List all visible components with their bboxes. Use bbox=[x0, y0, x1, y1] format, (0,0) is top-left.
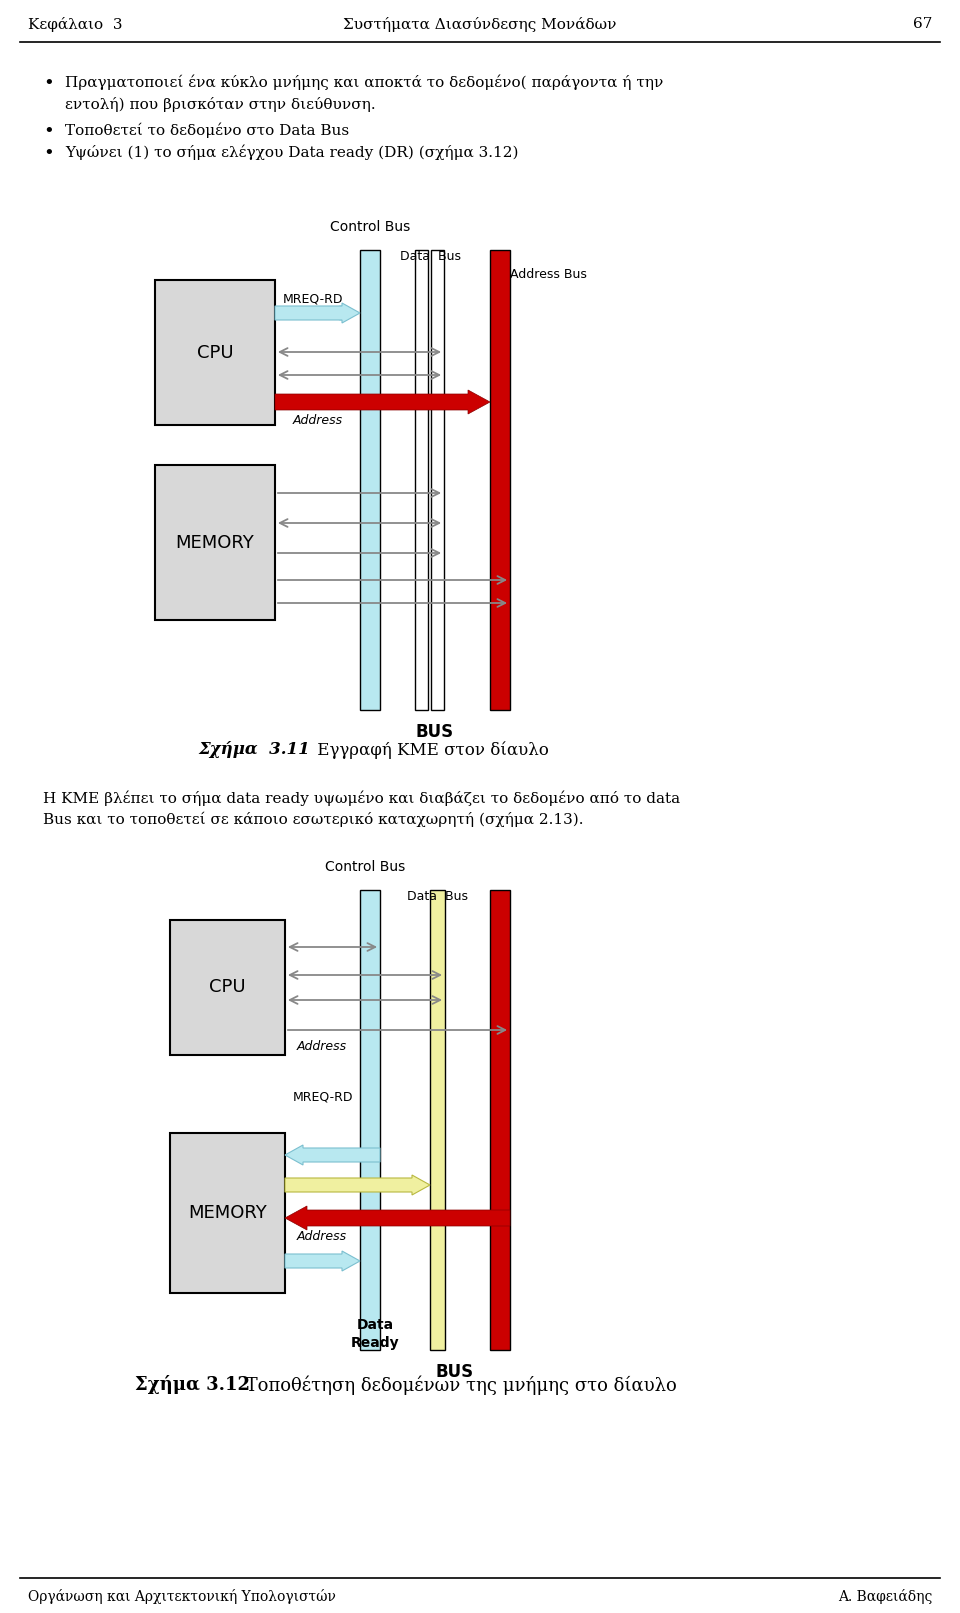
Text: Address: Address bbox=[297, 1229, 348, 1242]
Text: Συστήματα Διασύνδεσης Μονάδων: Συστήματα Διασύνδεσης Μονάδων bbox=[344, 16, 616, 32]
Text: •: • bbox=[43, 123, 54, 140]
Text: Πραγματοποιεί ένα κύκλο μνήμης και αποκτά το δεδομένο( παράγοντα ή την: Πραγματοποιεί ένα κύκλο μνήμης και αποκτ… bbox=[65, 74, 663, 90]
Bar bbox=[170, 1132, 285, 1294]
Text: Τοποθετεί το δεδομένο στο Data Bus: Τοποθετεί το δεδομένο στο Data Bus bbox=[65, 123, 349, 139]
FancyArrow shape bbox=[275, 303, 360, 323]
Text: Η ΚΜΕ βλέπει το σήμα data ready υψωμένο και διαβάζει το δεδομένο από το data: Η ΚΜΕ βλέπει το σήμα data ready υψωμένο … bbox=[43, 790, 680, 805]
Bar bbox=[360, 250, 380, 710]
Text: Σχήμα  3.11: Σχήμα 3.11 bbox=[199, 742, 310, 758]
Text: Ready: Ready bbox=[350, 1336, 399, 1350]
Text: CPU: CPU bbox=[209, 979, 246, 997]
Text: Υψώνει (1) το σήμα ελέγχου Data ready (DR) (σχήμα 3.12): Υψώνει (1) το σήμα ελέγχου Data ready (D… bbox=[65, 145, 518, 161]
Text: MEMORY: MEMORY bbox=[188, 1203, 267, 1223]
Bar bbox=[490, 890, 510, 1350]
Bar bbox=[431, 250, 444, 710]
FancyArrow shape bbox=[285, 1145, 380, 1165]
Bar bbox=[155, 281, 275, 424]
Bar bbox=[360, 890, 380, 1350]
FancyArrow shape bbox=[285, 1174, 430, 1195]
Text: Address: Address bbox=[297, 1039, 348, 1053]
Text: Data  Bus: Data Bus bbox=[407, 890, 468, 903]
Text: Τοποθέτηση δεδομένων της μνήμης στο δίαυλο: Τοποθέτηση δεδομένων της μνήμης στο δίαυ… bbox=[240, 1376, 677, 1395]
Text: Address: Address bbox=[293, 413, 343, 426]
Text: CPU: CPU bbox=[197, 344, 233, 361]
Text: Σχήμα 3.12: Σχήμα 3.12 bbox=[135, 1376, 250, 1395]
Bar bbox=[170, 919, 285, 1055]
Text: Address Bus: Address Bus bbox=[510, 268, 587, 282]
Text: Α. Βαφειάδης: Α. Βαφειάδης bbox=[838, 1589, 932, 1605]
FancyArrow shape bbox=[285, 1207, 510, 1231]
Text: Data  Bus: Data Bus bbox=[399, 250, 461, 263]
Text: Κεφάλαιο  3: Κεφάλαιο 3 bbox=[28, 16, 123, 32]
Text: εντολή) που βρισκόταν στην διεύθυνση.: εντολή) που βρισκόταν στην διεύθυνση. bbox=[65, 97, 375, 111]
Bar bbox=[490, 250, 510, 710]
FancyArrow shape bbox=[275, 390, 490, 415]
Text: MREQ-RD: MREQ-RD bbox=[283, 292, 344, 305]
Text: Control Bus: Control Bus bbox=[324, 860, 405, 874]
Text: •: • bbox=[43, 74, 54, 94]
Text: Data: Data bbox=[356, 1318, 394, 1332]
Text: Control Bus: Control Bus bbox=[330, 219, 410, 234]
Text: Εγγραφή ΚΜΕ στον δίαυλο: Εγγραφή ΚΜΕ στον δίαυλο bbox=[312, 740, 549, 758]
Bar bbox=[430, 890, 445, 1350]
Text: •: • bbox=[43, 145, 54, 163]
Text: BUS: BUS bbox=[416, 723, 454, 740]
Bar bbox=[415, 250, 428, 710]
Text: Bus και το τοποθετεί σε κάποιο εσωτερικό καταχωρητή (σχήμα 2.13).: Bus και το τοποθετεί σε κάποιο εσωτερικό… bbox=[43, 811, 584, 827]
Text: 67: 67 bbox=[913, 18, 932, 31]
FancyArrow shape bbox=[285, 1252, 360, 1271]
Text: MREQ-RD: MREQ-RD bbox=[293, 1090, 353, 1103]
Text: MEMORY: MEMORY bbox=[176, 534, 254, 552]
Text: Οργάνωση και Αρχιτεκτονική Υπολογιστών: Οργάνωση και Αρχιτεκτονική Υπολογιστών bbox=[28, 1589, 336, 1605]
Bar bbox=[155, 465, 275, 619]
Text: BUS: BUS bbox=[436, 1363, 474, 1381]
